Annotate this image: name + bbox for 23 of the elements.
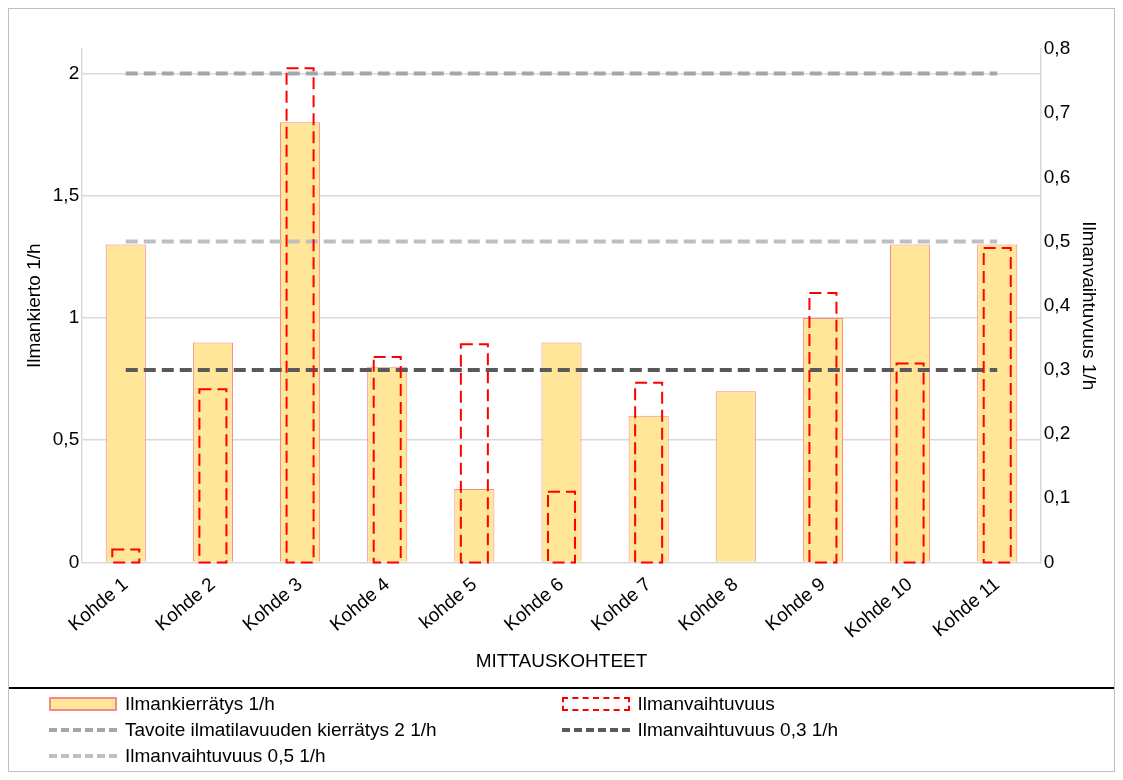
y2-tick-label: 0,3 bbox=[1043, 358, 1071, 380]
y-tick-label: 1,5 bbox=[52, 183, 80, 205]
y2-tick-label: 0,1 bbox=[1043, 486, 1071, 508]
y2-tick-label: 0,2 bbox=[1043, 422, 1071, 444]
legend-label: Ilmankierrätys 1/h bbox=[125, 693, 275, 715]
y-axis-title: Ilmankierto 1/h bbox=[22, 243, 44, 369]
y-tick-label: 0,5 bbox=[52, 428, 80, 450]
y2-tick-label: 0,4 bbox=[1043, 293, 1071, 315]
y-tick-label: 0 bbox=[68, 550, 80, 572]
y2-tick-label: 0,8 bbox=[1043, 37, 1071, 59]
x-axis-title: MITTAUSKOHTEET bbox=[475, 649, 648, 671]
y2-tick-label: 0,5 bbox=[1043, 229, 1071, 251]
y2-axis-title: Ilmanvaihtuvuus 1/h bbox=[1079, 221, 1101, 391]
y2-tick-label: 0 bbox=[1043, 550, 1055, 572]
y2-tick-label: 0,6 bbox=[1043, 165, 1071, 187]
y-tick-label: 1 bbox=[68, 306, 80, 328]
legend-label: Ilmanvaihtuvuus bbox=[637, 693, 775, 715]
legend-label: Ilmanvaihtuvuus 0,5 1/h bbox=[125, 745, 326, 767]
bar bbox=[111, 548, 141, 564]
legend-label: Ilmanvaihtuvuus 0,3 1/h bbox=[637, 719, 839, 741]
y-tick-label: 2 bbox=[68, 61, 80, 83]
legend-label: Tavoite ilmatilavuuden kierrätys 2 1/h bbox=[125, 719, 437, 741]
y2-tick-label: 0,7 bbox=[1043, 101, 1071, 123]
